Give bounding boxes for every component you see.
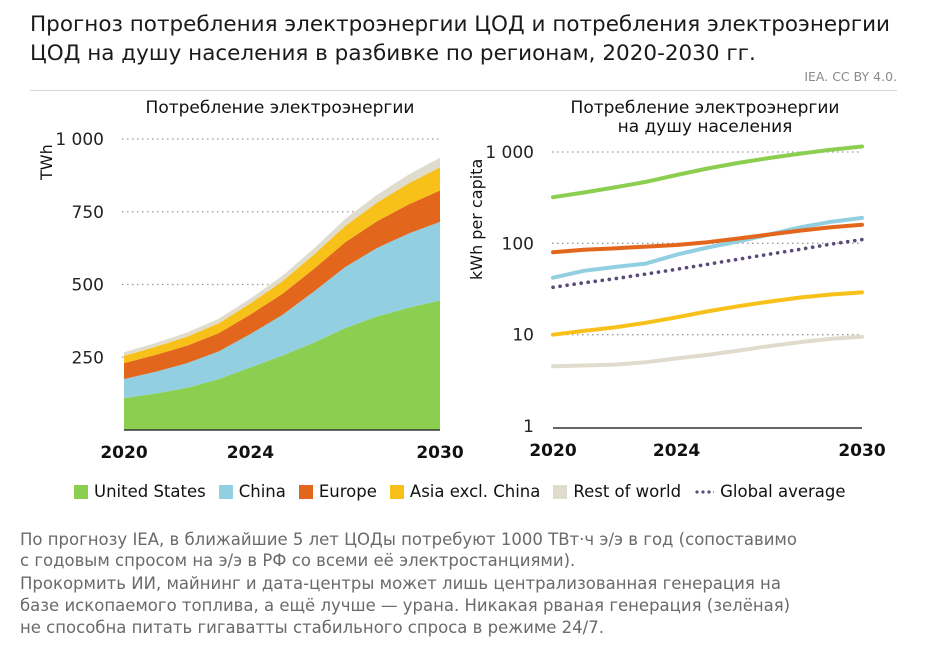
y-axis-label: TWh [37, 144, 56, 181]
legend-label: Asia excl. China [409, 482, 541, 501]
line-europe [551, 222, 864, 255]
x-tick-label: 2020 [100, 443, 147, 463]
title-line-1: Прогноз потребления электроэнергии ЦОД и… [30, 12, 891, 37]
footnote-line-2: с годовым спросом на э/э в РФ со всеми е… [20, 551, 576, 570]
legend-swatch [553, 484, 568, 499]
charts-canvas: 250 500 750 1 000 2020 2024 2030 TWh 1 10 100 1 00… [37, 130, 886, 463]
x-tick-label: 2024 [227, 443, 274, 463]
legend-label: China [238, 482, 286, 501]
y-axis-label: kWh per capita [467, 159, 486, 280]
legend-item-china: China [218, 482, 286, 501]
x-tick-label: 2030 [416, 443, 463, 463]
footnote-line-3: Прокормить ИИ, майнинг и дата-центры мож… [20, 574, 781, 593]
legend-item-europe: Europe [298, 482, 377, 501]
area-chart-electricity: 250 500 750 1 000 2020 2024 2030 TWh [37, 130, 464, 463]
legend-swatch [298, 484, 313, 499]
line-rest-of-world [551, 334, 864, 369]
legend-swatch [74, 484, 88, 499]
line-asia-excl-china [551, 290, 864, 337]
legend-label: United States [94, 482, 206, 501]
header-divider [30, 90, 897, 91]
footnote-line-5: не способна питать гигаватты стабильного… [20, 618, 604, 637]
legend-label: Europe [318, 482, 377, 501]
source-credit: IEA. CC BY 4.0. [804, 69, 897, 84]
legend-label: Rest of world [573, 482, 682, 501]
legend-swatch [389, 484, 404, 499]
y-tick-label: 500 [72, 276, 104, 296]
y-tick-label: 250 [72, 348, 104, 368]
legend-item-rest-of-world: Rest of world [553, 482, 681, 501]
area-europe [124, 190, 440, 380]
line-china [551, 215, 864, 280]
legend-item-united-states: United States [74, 482, 206, 501]
legend-label: Global average [720, 482, 846, 501]
legend-item-asia-excl-china: Asia excl. China [389, 482, 541, 501]
right-chart-title-line-2: на душу населения [617, 117, 793, 137]
line-global-average [551, 237, 864, 290]
y-tick-label: 1 [523, 417, 534, 437]
area-rest-of-world [124, 157, 440, 356]
x-tick-label: 2020 [529, 441, 576, 461]
y-tick-label: 100 [502, 234, 534, 254]
right-chart-title-line-1: Потребление электроэнергии [570, 98, 840, 118]
left-chart-title: Потребление электроэнергии [145, 98, 415, 118]
y-tick-label: 1 000 [485, 143, 534, 163]
line-chart-per-capita: 1 10 100 1 000 2020 2024 2030 kWh per capita [467, 143, 886, 461]
area-china [124, 221, 440, 398]
x-tick-label: 2030 [838, 441, 885, 461]
legend: United States China Europe Asia excl. China… [74, 482, 859, 501]
y-tick-label: 750 [72, 203, 104, 223]
area-asia-excl-china [124, 167, 440, 364]
footnote-line-4: базе ископаемого топлива, а ещё лучше — … [20, 596, 791, 615]
y-tick-label: 10 [512, 326, 534, 346]
title-line-2: ЦОД на душу населения в разбивке по реги… [30, 41, 756, 66]
y-tick-label: 1 000 [55, 130, 104, 150]
footnote-line-1: По прогнозу IEA, в ближайшие 5 лет ЦОДы … [20, 530, 797, 549]
x-tick-label: 2024 [653, 441, 700, 461]
legend-item-global-average: Global average [694, 482, 846, 501]
page-title: Прогноз потребления электроэнергии ЦОД и… [30, 10, 930, 68]
legend-swatch [218, 484, 233, 499]
line-united-states [551, 144, 864, 200]
area-united-states [124, 300, 440, 430]
legend-dots-marker [694, 489, 715, 494]
right-chart-title: Потребление электроэнергии на душу насел… [505, 99, 905, 137]
